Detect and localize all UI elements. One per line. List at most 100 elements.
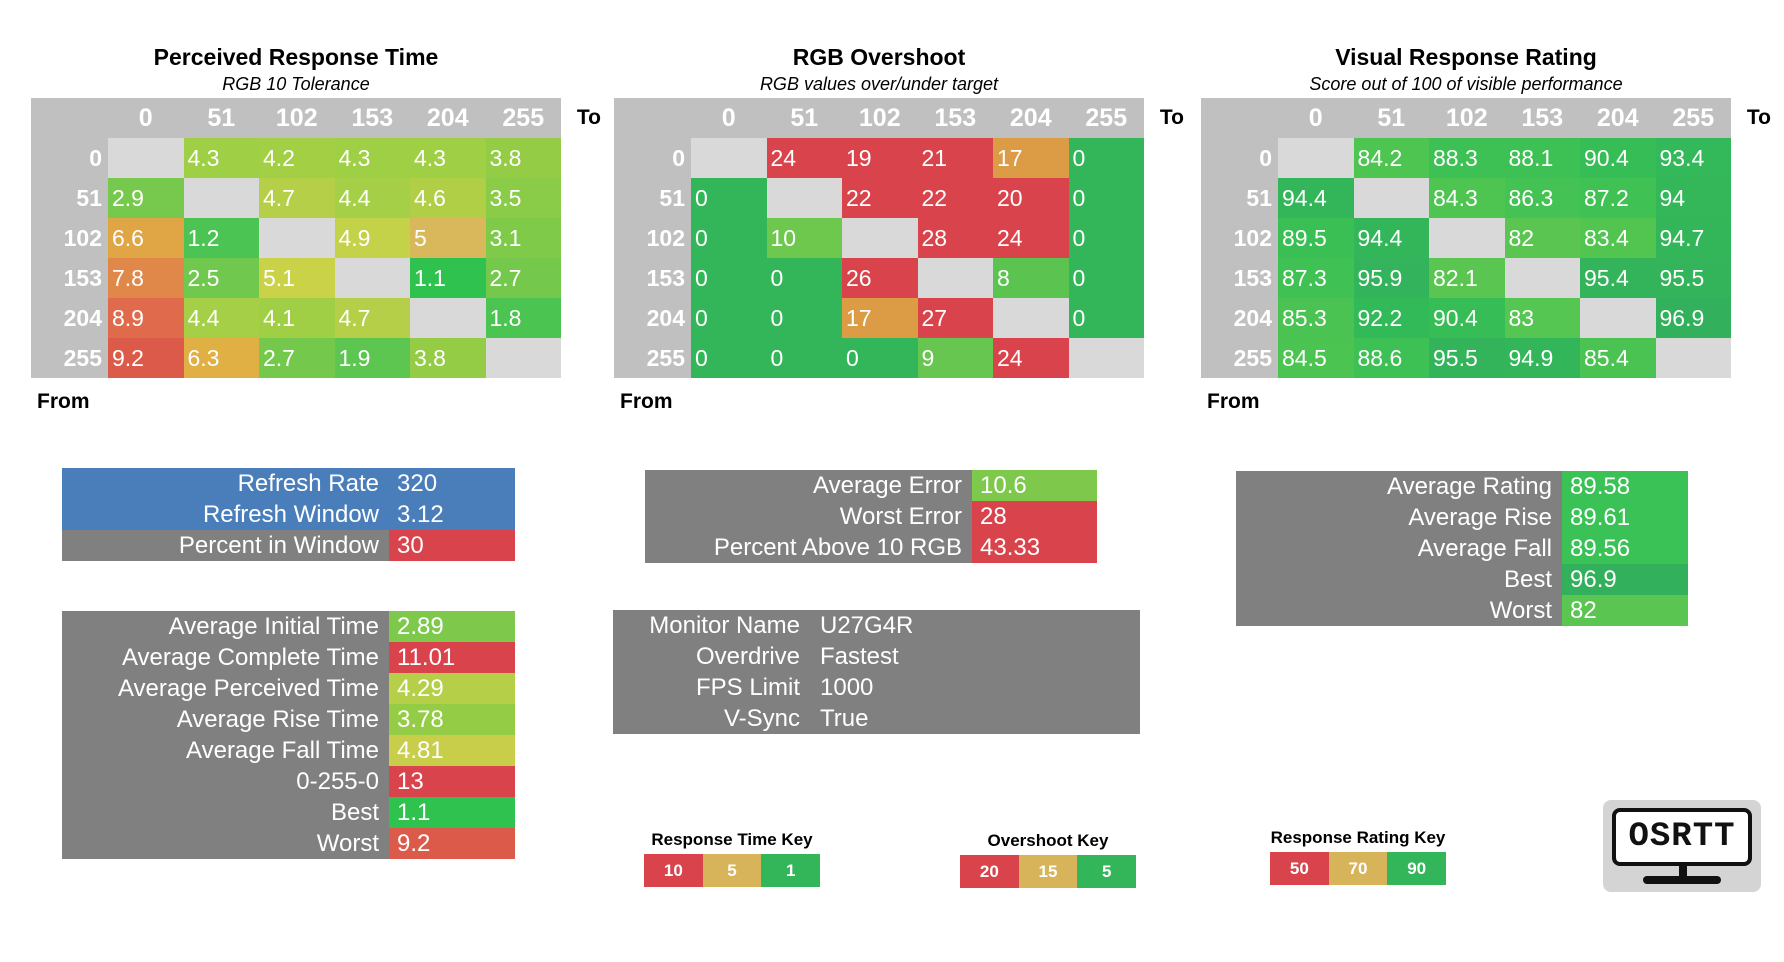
matrix-cell: [766, 178, 842, 218]
matrix-row-0: 0 84.2 88.3 88.1 90.4 93.4: [1201, 138, 1731, 178]
stat-value: 13: [389, 766, 515, 797]
matrix-cell: 89.5: [1278, 218, 1354, 258]
matrix-cell: [334, 258, 410, 298]
stat-row: Average Rise 89.61: [1236, 502, 1688, 533]
key-swatch: 5: [1077, 855, 1137, 888]
matrix-cell: 85.4: [1580, 338, 1656, 378]
matrix-cell: 4.7: [334, 298, 410, 338]
matrix-cell: 94.9: [1504, 338, 1580, 378]
row-header-102: 102: [614, 218, 691, 258]
matrix-cell: 95.4: [1580, 258, 1656, 298]
matrix-cell: 0: [766, 298, 842, 338]
matrix-cell: 2.5: [183, 258, 259, 298]
matrix-cell: 0: [691, 298, 767, 338]
matrix-cell: 17: [842, 298, 918, 338]
corner-cell: [31, 98, 108, 138]
key-swatch: 90: [1387, 852, 1447, 885]
matrix-cell: 3.8: [485, 138, 561, 178]
osrtt-logo: OSRTT: [1603, 800, 1761, 892]
column-header-51: 51: [1353, 98, 1429, 138]
stat-label: Average Fall: [1236, 533, 1562, 564]
matrix-cell: 24: [766, 138, 842, 178]
refresh-stats-table: Refresh Rate 320 Refresh Window 3.12 Percent…: [62, 468, 515, 561]
matrix-cell: 19: [842, 138, 918, 178]
to-label: To: [1746, 106, 1771, 129]
logo-text: OSRTT: [1628, 818, 1736, 856]
matrix-cell: 0: [691, 258, 767, 298]
stat-row: Refresh Window 3.12: [62, 499, 515, 530]
matrix-cell: [1068, 338, 1144, 378]
perceived-response-matrix: Perceived Response Time RGB 10 Tolerance…: [31, 42, 601, 413]
matrix-cell: 4.4: [334, 178, 410, 218]
row-header-0: 0: [31, 138, 108, 178]
matrix-row-255: 255 9.2 6.3 2.7 1.9 3.8: [31, 338, 561, 378]
visual-response-rating-matrix: Visual Response Rating Score out of 100 …: [1201, 42, 1771, 413]
stat-value: 11.01: [389, 642, 515, 673]
column-header-153: 153: [1504, 98, 1580, 138]
stat-value: 96.9: [1562, 564, 1688, 595]
matrix-cell: 4.1: [259, 298, 335, 338]
matrix-cell: 22: [917, 178, 993, 218]
matrix-cell: [259, 218, 335, 258]
matrix-row-102: 102 89.5 94.4 82 83.4 94.7: [1201, 218, 1731, 258]
matrix-subtitle: Score out of 100 of visible performance: [1309, 74, 1623, 94]
row-header-255: 255: [31, 338, 108, 378]
matrix-cell: 4.3: [183, 138, 259, 178]
row-header-255: 255: [614, 338, 691, 378]
to-label: To: [1159, 106, 1184, 129]
matrix-row-0: 0 4.3 4.2 4.3 4.3 3.8: [31, 138, 561, 178]
matrix-cell: 0: [1068, 138, 1144, 178]
key-swatch: 5: [702, 854, 762, 887]
column-header-102: 102: [259, 98, 335, 138]
key-swatches: 20 15 5: [960, 855, 1137, 888]
matrix-title: Visual Response Rating: [1335, 44, 1597, 70]
row-header-153: 153: [1201, 258, 1278, 298]
matrix-row-51: 51 94.4 84.3 86.3 87.2 94: [1201, 178, 1731, 218]
matrix-title: RGB Overshoot: [792, 44, 966, 70]
matrix-cell: 84.2: [1353, 138, 1429, 178]
matrix-cell: 86.3: [1504, 178, 1580, 218]
matrix-cell: 84.3: [1429, 178, 1505, 218]
stat-value: 4.29: [389, 673, 515, 704]
stat-row: Percent Above 10 RGB 43.33: [645, 532, 1097, 563]
row-header-204: 204: [614, 298, 691, 338]
matrix-row-255: 255 0 0 0 9 24: [614, 338, 1144, 378]
matrix-cell: 10: [766, 218, 842, 258]
matrix-cell: 94.4: [1353, 218, 1429, 258]
matrix-cell: [1429, 218, 1505, 258]
overshoot-stats-table: Average Error 10.6 Worst Error 28 Percent Ab…: [645, 470, 1097, 563]
header-row: 0 51 102 153 204 255: [614, 98, 1144, 138]
row-header-0: 0: [1201, 138, 1278, 178]
stat-value: 3.78: [389, 704, 515, 735]
monitor-stand-base: [1643, 876, 1721, 884]
stat-value: U27G4R: [820, 611, 914, 639]
matrix-cell: 94.4: [1278, 178, 1354, 218]
stat-label: Average Perceived Time: [62, 673, 389, 704]
key-swatch: 70: [1328, 852, 1388, 885]
matrix-cell: 8.9: [108, 298, 184, 338]
matrix-cell: 6.3: [183, 338, 259, 378]
matrix-row-153: 153 0 0 26 8 0: [614, 258, 1144, 298]
column-header-0: 0: [1278, 98, 1354, 138]
matrix-cell: 0: [1068, 258, 1144, 298]
corner-cell: [614, 98, 691, 138]
stat-row: Average Rating 89.58: [1236, 471, 1688, 502]
time-stats-table: Average Initial Time 2.89 Average Complete…: [62, 611, 515, 859]
column-header-153: 153: [334, 98, 410, 138]
matrix-cell: 94.7: [1655, 218, 1731, 258]
matrix-cell: 0: [766, 258, 842, 298]
stat-label: Overdrive: [695, 642, 800, 670]
key-swatch: 15: [1018, 855, 1078, 888]
matrix-cell: 88.1: [1504, 138, 1580, 178]
column-header-0: 0: [691, 98, 767, 138]
stat-label: Refresh Rate: [62, 468, 389, 499]
matrix-cell: 3.5: [485, 178, 561, 218]
matrix-cell: 22: [842, 178, 918, 218]
matrix-cell: 9: [917, 338, 993, 378]
matrix-cell: 5.1: [259, 258, 335, 298]
matrix-cell: 20: [993, 178, 1069, 218]
matrix-cell: 6.6: [108, 218, 184, 258]
matrix-cell: 5: [410, 218, 486, 258]
matrix-row-204: 204 8.9 4.4 4.1 4.7 1.8: [31, 298, 561, 338]
to-label: To: [576, 106, 601, 129]
